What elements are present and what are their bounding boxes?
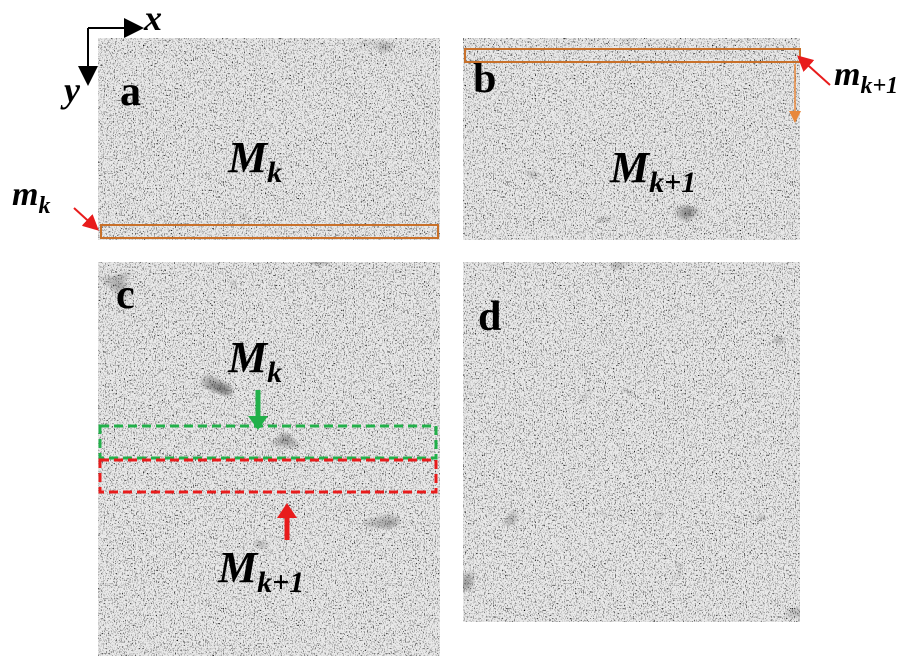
symbol-sub: k [267, 356, 282, 389]
symbol-main: m [12, 176, 38, 213]
pointer-arrow [74, 208, 96, 228]
panel-label: c [116, 272, 135, 318]
symbol-sub: k+1 [257, 566, 304, 599]
symbol-sub: k+1 [860, 73, 898, 99]
symbol-main: m [834, 56, 860, 93]
symbol-main: M [217, 543, 259, 592]
symbol-sub: k [38, 193, 50, 219]
strip-symbol: mk [12, 176, 50, 219]
symbol-main: M [227, 133, 269, 182]
panel-label: a [120, 69, 141, 115]
figure: x y a b c d Mk mk Mk+1 mk+1 Mk Mk+1 [0, 0, 919, 656]
panel-images [98, 38, 800, 656]
panel-label: d [478, 294, 501, 340]
symbol-sub: k+1 [649, 166, 696, 199]
strip-symbol: mk+1 [834, 56, 898, 99]
symbol-main: M [609, 143, 651, 192]
symbol-sub: k [267, 156, 282, 189]
texture [98, 38, 440, 240]
x-axis-label: x [143, 0, 162, 38]
y-axis-label: y [60, 70, 81, 110]
texture [463, 262, 800, 622]
pointer-arrow [800, 58, 830, 85]
symbol-main: M [227, 333, 269, 382]
texture [463, 38, 800, 240]
